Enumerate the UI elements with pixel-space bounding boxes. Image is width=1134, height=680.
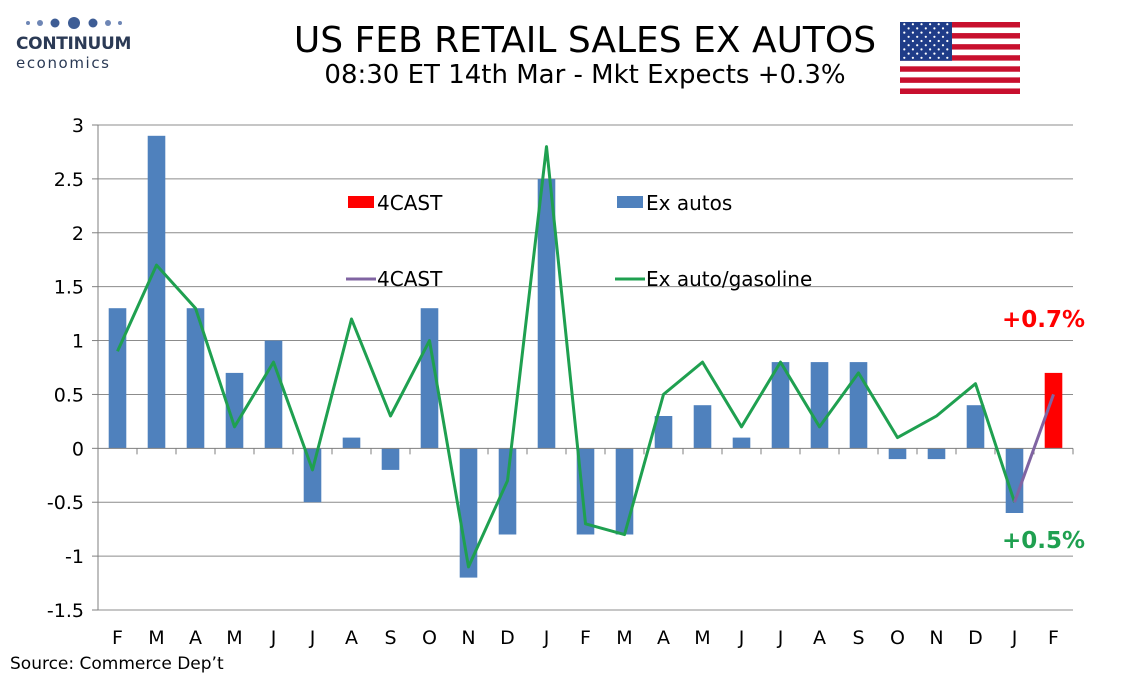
us-flag-icon xyxy=(900,22,1020,94)
legend-label: 4CAST xyxy=(377,191,443,215)
y-tick-label: 0.5 xyxy=(54,384,84,406)
logo-subtitle: economics xyxy=(16,54,111,72)
y-tick-label: -1.5 xyxy=(47,600,84,622)
bar xyxy=(147,135,166,449)
x-tick-label: S xyxy=(852,627,864,649)
x-tick-label: F xyxy=(1048,627,1059,649)
y-tick-label: -0.5 xyxy=(47,492,84,514)
legend-label: 4CAST xyxy=(377,267,443,291)
tick-labels: -1.5 -1 -0.5 0 0.5 1 1.5 2 2.5 3 F M A M J J A S O N D J F M A M J… xyxy=(47,115,1059,649)
bar xyxy=(732,437,751,449)
x-tick-label: J xyxy=(309,627,316,649)
bar xyxy=(264,340,283,449)
legend-label: Ex auto/gasoline xyxy=(646,267,812,291)
x-tick-label: J xyxy=(543,627,550,649)
bar xyxy=(888,448,907,460)
legend-marker xyxy=(617,196,643,208)
gridlines xyxy=(98,124,1073,611)
x-tick-label: A xyxy=(345,627,358,649)
x-tick-label: M xyxy=(148,627,164,649)
y-tick-label: 1 xyxy=(72,331,84,353)
bar xyxy=(1044,372,1063,449)
legend-marker xyxy=(348,196,374,208)
x-tick-label: J xyxy=(270,627,277,649)
x-tick-label: M xyxy=(226,627,242,649)
bar xyxy=(693,405,712,449)
bar xyxy=(420,308,439,449)
y-tick-label: 2 xyxy=(72,223,84,245)
x-tick-label: N xyxy=(929,627,943,649)
x-tick-label: O xyxy=(890,627,905,649)
x-tick-label: D xyxy=(968,627,983,649)
x-tick-label: M xyxy=(694,627,710,649)
bar xyxy=(849,362,868,449)
bar xyxy=(342,437,361,449)
bar xyxy=(654,416,673,449)
bar xyxy=(927,448,946,460)
y-tick-label: -1 xyxy=(65,546,84,568)
x-tick-label: J xyxy=(1011,627,1018,649)
x-tick-label: A xyxy=(657,627,670,649)
bar xyxy=(615,448,634,535)
source-note: Source: Commerce Dep’t xyxy=(10,654,224,674)
x-tick-label: J xyxy=(738,627,745,649)
lines xyxy=(116,145,1055,569)
y-tick-label: 0 xyxy=(72,438,84,460)
x-tick-label: A xyxy=(189,627,202,649)
x-tick-label: O xyxy=(422,627,437,649)
bar xyxy=(537,178,556,449)
bar xyxy=(498,448,517,535)
legend-label: Ex autos xyxy=(646,191,732,215)
annotations: +0.7% +0.5% xyxy=(1002,307,1085,554)
chart-title: US FEB RETAIL SALES EX AUTOS xyxy=(293,20,877,61)
x-tick-label: A xyxy=(813,627,826,649)
x-tick-label: N xyxy=(461,627,475,649)
series-line xyxy=(1013,393,1055,503)
bar xyxy=(225,372,244,449)
logo-name: CONTINUUM xyxy=(16,34,132,54)
axes xyxy=(92,124,1074,611)
bar xyxy=(108,308,127,449)
bar xyxy=(810,362,829,449)
y-tick-label: 1.5 xyxy=(54,277,84,299)
x-tick-label: D xyxy=(500,627,515,649)
legend: 4CAST Ex autos 4CAST Ex auto/gasoline xyxy=(346,191,812,291)
x-tick-label: M xyxy=(616,627,632,649)
x-tick-label: F xyxy=(112,627,123,649)
bar xyxy=(381,448,400,470)
bar xyxy=(186,308,205,449)
logo-dots-icon xyxy=(26,17,122,29)
y-tick-label: 2.5 xyxy=(54,169,84,191)
series-line xyxy=(116,145,1016,569)
annotation: +0.7% xyxy=(1002,307,1085,333)
x-tick-label: S xyxy=(384,627,396,649)
chart-subtitle: 08:30 ET 14th Mar - Mkt Expects +0.3% xyxy=(324,60,846,90)
annotation: +0.5% xyxy=(1002,528,1085,554)
bar xyxy=(1005,448,1024,513)
x-tick-label: F xyxy=(580,627,591,649)
continuum-logo: CONTINUUM economics xyxy=(14,14,134,74)
bar xyxy=(771,362,790,449)
bar xyxy=(966,405,985,449)
x-tick-label: J xyxy=(777,627,784,649)
y-tick-label: 3 xyxy=(72,115,84,137)
